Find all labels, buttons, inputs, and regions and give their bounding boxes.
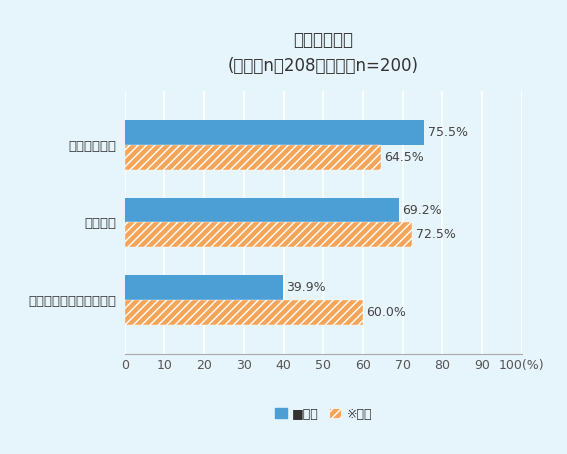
Bar	[125, 222, 412, 247]
Bar	[125, 145, 381, 170]
Bar	[125, 275, 283, 300]
Text: 64.5%: 64.5%	[384, 151, 424, 164]
Bar	[125, 120, 424, 145]
Bar	[125, 197, 399, 222]
Text: 72.5%: 72.5%	[416, 228, 455, 242]
Text: 69.2%: 69.2%	[403, 203, 442, 217]
Bar	[125, 300, 363, 325]
Legend: ■現在, ※将来: ■現在, ※将来	[269, 403, 377, 425]
Text: 60.0%: 60.0%	[366, 306, 406, 319]
Text: 75.5%: 75.5%	[428, 126, 468, 139]
Title: ターゲット層
(現在：n＝208、将来：n=200): ターゲット層 (現在：n＝208、将来：n=200)	[228, 31, 418, 75]
Text: 39.9%: 39.9%	[286, 281, 326, 294]
